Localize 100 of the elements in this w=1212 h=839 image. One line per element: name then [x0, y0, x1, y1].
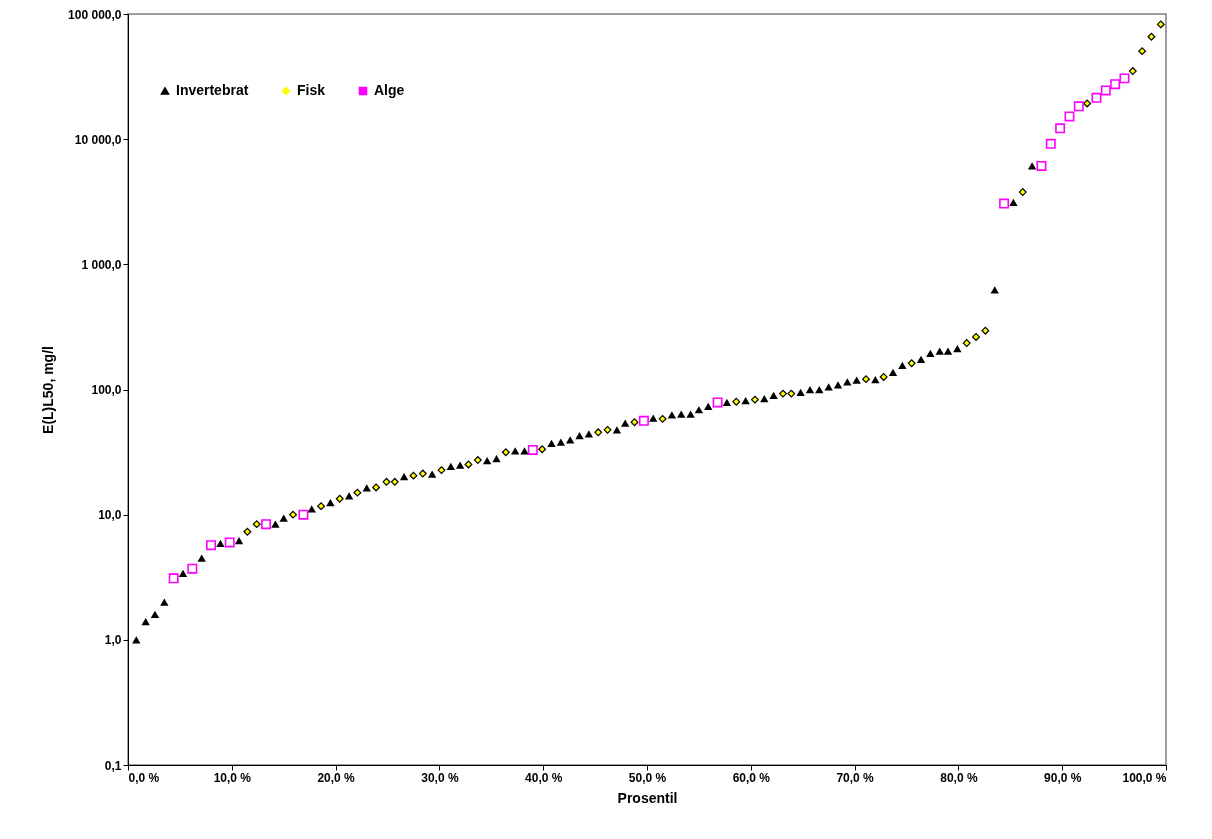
- x-axis-title: Prosentil: [617, 789, 678, 806]
- point: [612, 426, 622, 434]
- y-axis-title: E(L)L50, mg/l: [40, 346, 57, 434]
- point: [751, 395, 759, 404]
- point: [999, 198, 1010, 209]
- point: [326, 498, 335, 507]
- point: [520, 447, 529, 455]
- point: [621, 419, 630, 427]
- point: [168, 573, 179, 584]
- point: [926, 349, 935, 358]
- point: [649, 414, 658, 422]
- point: [234, 537, 244, 545]
- y-tick-label: 100 000,0: [68, 7, 122, 22]
- point: [1045, 138, 1056, 149]
- point: [943, 347, 953, 355]
- point: [603, 425, 612, 434]
- point: [252, 520, 261, 529]
- point: [492, 454, 501, 463]
- point: [1119, 73, 1130, 84]
- x-tick-label: 10,0 %: [213, 770, 252, 785]
- y-tick-label: 1,0: [104, 633, 122, 648]
- point: [584, 430, 594, 438]
- point: [981, 326, 990, 335]
- point: [916, 355, 926, 364]
- point: [473, 456, 482, 465]
- point: [1083, 99, 1092, 108]
- point: [1128, 67, 1137, 76]
- point: [298, 509, 309, 520]
- point: [741, 397, 750, 405]
- point: [935, 347, 944, 355]
- point: [990, 286, 999, 294]
- point: [197, 554, 206, 562]
- point: [760, 395, 769, 403]
- point: [427, 470, 437, 478]
- point: [1156, 20, 1165, 29]
- point: [261, 519, 272, 530]
- point: [1110, 79, 1121, 90]
- point: [862, 375, 870, 384]
- x-tick-label: 100,0 %: [1122, 770, 1167, 785]
- point: [216, 539, 225, 547]
- y-tick-label: 0,1: [104, 758, 122, 773]
- point: [382, 477, 391, 486]
- point: [141, 617, 150, 626]
- point: [575, 432, 584, 440]
- point: [694, 406, 704, 414]
- point: [353, 488, 362, 497]
- point: [1027, 162, 1037, 170]
- point: [824, 383, 833, 391]
- legend-label: Alge: [374, 82, 405, 98]
- x-tick-label: 50,0 %: [628, 770, 667, 785]
- point: [335, 494, 344, 503]
- x-tick-label: 80,0 %: [940, 770, 978, 785]
- x-tick-label: 60,0 %: [732, 770, 771, 785]
- point: [510, 447, 520, 455]
- point: [1055, 123, 1066, 134]
- point: [667, 411, 677, 419]
- point: [658, 414, 667, 423]
- point: [1064, 111, 1075, 122]
- point: [1036, 160, 1047, 171]
- x-tick-label: 30,0 %: [421, 770, 459, 785]
- point: [1100, 85, 1111, 96]
- point: [833, 381, 843, 389]
- point: [437, 466, 446, 475]
- point: [796, 388, 805, 396]
- point: [399, 473, 409, 481]
- point: [289, 510, 297, 519]
- point: [279, 514, 288, 522]
- point: [317, 502, 326, 511]
- point: [187, 563, 198, 574]
- point: [307, 505, 316, 513]
- point: [482, 457, 492, 465]
- point: [160, 598, 169, 606]
- point: [852, 376, 861, 384]
- point: [556, 438, 566, 446]
- point: [1147, 32, 1156, 41]
- point: [150, 610, 160, 618]
- point: [962, 339, 971, 348]
- legend-label: Invertebrat: [176, 82, 249, 98]
- point: [271, 520, 280, 528]
- point: [722, 398, 732, 407]
- point: [888, 368, 898, 377]
- point: [704, 402, 713, 411]
- point: [815, 385, 824, 394]
- point: [898, 361, 907, 369]
- point: [712, 397, 723, 408]
- point: [779, 389, 787, 398]
- point: [547, 439, 556, 447]
- y-tick-label: 100,0: [91, 383, 122, 397]
- point: [843, 378, 852, 386]
- point: [390, 477, 399, 486]
- y-tick-label: 10 000,0: [74, 132, 122, 147]
- point: [686, 410, 695, 418]
- point: [243, 527, 252, 536]
- point: [879, 372, 888, 381]
- point: [1138, 47, 1147, 56]
- point: [1018, 188, 1027, 196]
- x-tick-label: 0,0 %: [128, 770, 160, 785]
- point: [372, 483, 381, 492]
- point: [464, 460, 473, 469]
- x-tick-label: 90,0 %: [1044, 770, 1082, 785]
